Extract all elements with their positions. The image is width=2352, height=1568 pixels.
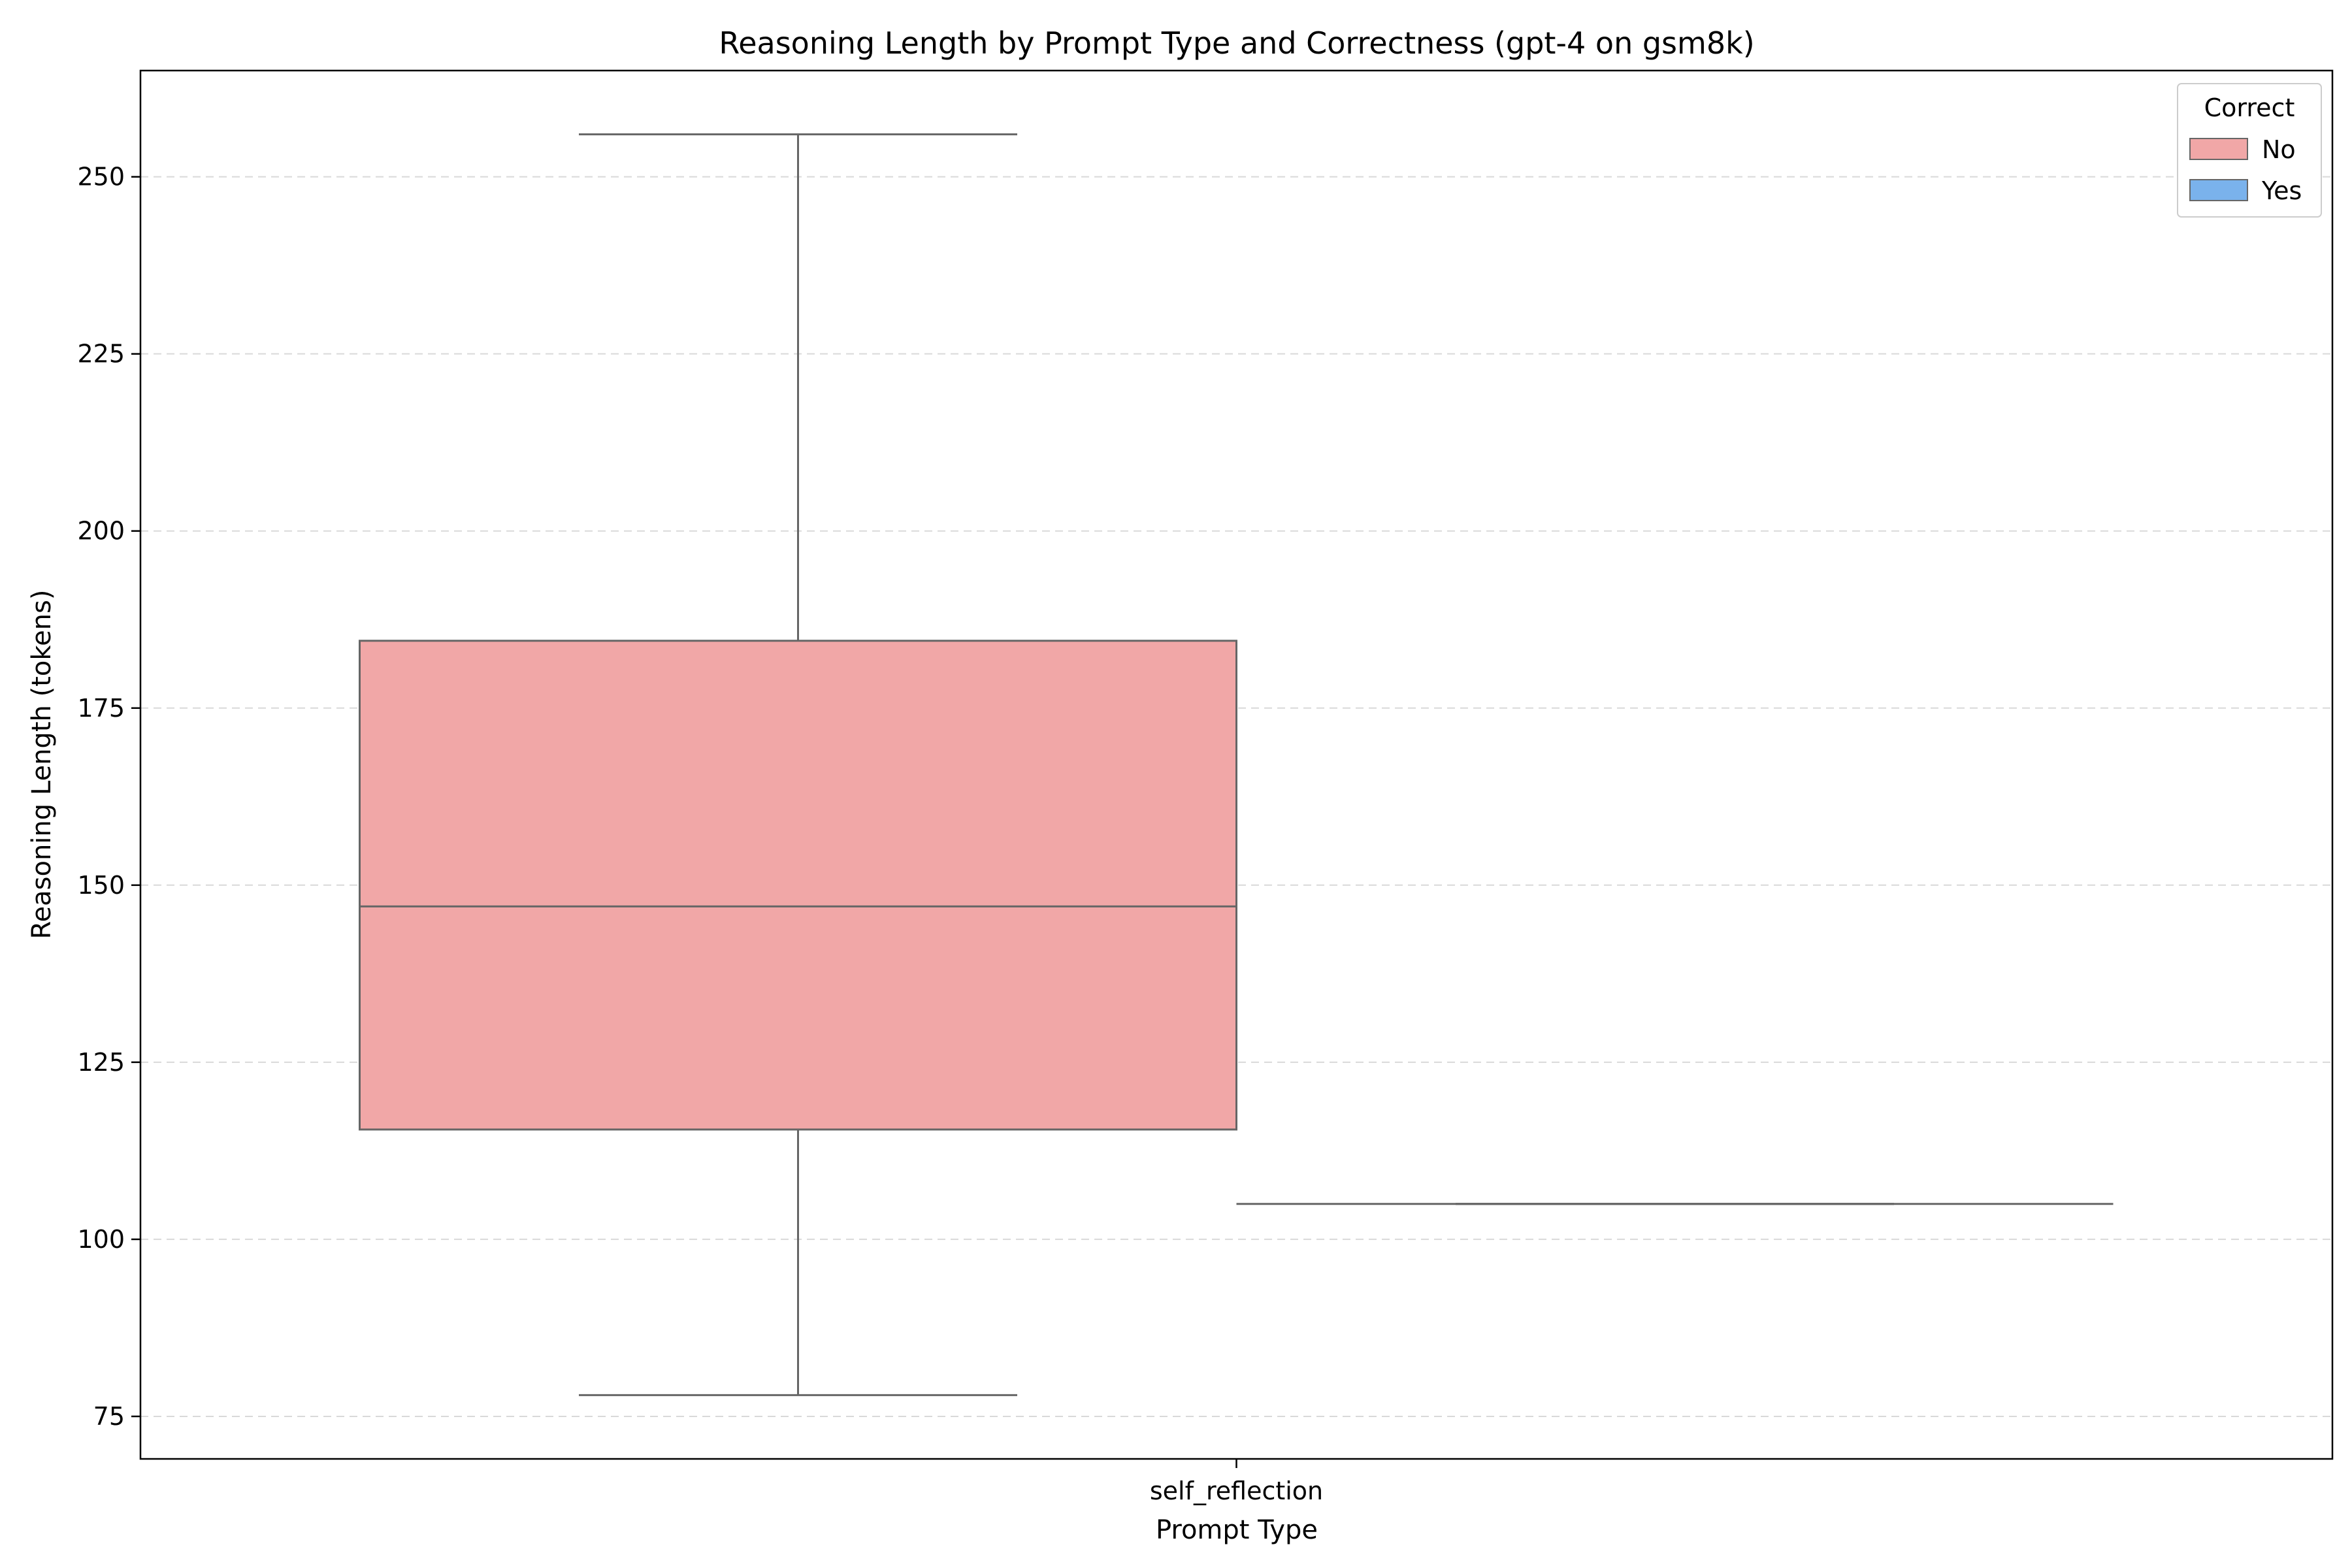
- x-tick-label: self_reflection: [1150, 1477, 1323, 1505]
- legend: Correct No Yes: [2177, 83, 2322, 218]
- box-series: [359, 133, 2114, 1396]
- y-tick-label: 75: [93, 1402, 125, 1431]
- box-no: [359, 133, 1237, 1396]
- y-tick-label: 175: [77, 694, 125, 723]
- legend-swatch-no: [2189, 138, 2248, 160]
- y-tick-label: 250: [77, 163, 125, 191]
- x-axis: self_reflection: [1150, 1459, 1323, 1505]
- y-tick-label: 125: [77, 1048, 125, 1077]
- y-axis-label: Reasoning Length (tokens): [27, 590, 57, 939]
- chart-title: Reasoning Length by Prompt Type and Corr…: [719, 25, 1754, 61]
- y-tick-label: 225: [77, 340, 125, 368]
- iqr-box: [359, 640, 1237, 1131]
- legend-title: Correct: [2204, 93, 2295, 122]
- y-tick-label: 200: [77, 517, 125, 546]
- y-tick-label: 100: [77, 1225, 125, 1254]
- y-tick-label: 150: [77, 871, 125, 900]
- x-axis-label: Prompt Type: [1156, 1515, 1318, 1545]
- y-axis: 75 100 125 150 175 200 225 250: [77, 163, 140, 1431]
- legend-swatch-yes: [2189, 179, 2248, 201]
- legend-label-no: No: [2262, 135, 2296, 164]
- legend-label-yes: Yes: [2261, 176, 2302, 205]
